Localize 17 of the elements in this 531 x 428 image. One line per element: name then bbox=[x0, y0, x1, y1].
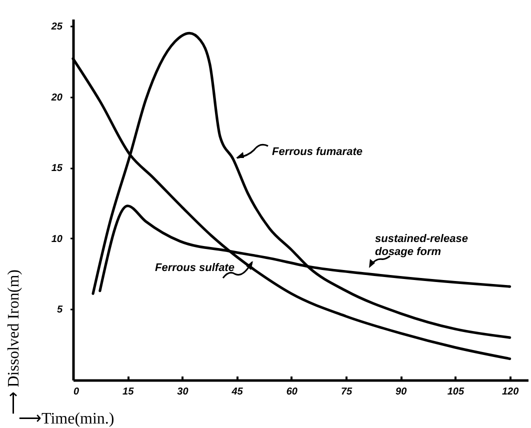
y-tick-label: 10 bbox=[51, 234, 63, 245]
x-tick-label: 0 bbox=[74, 386, 80, 398]
series-label: Ferrous sulfate bbox=[155, 262, 234, 274]
y-tick-label: 15 bbox=[51, 163, 63, 174]
legend-label: Ferrous fumarate bbox=[272, 146, 362, 158]
x-tick-label: 15 bbox=[122, 386, 134, 398]
series-label: sustained-release dosage form bbox=[375, 233, 468, 258]
x-tick-label: 45 bbox=[230, 386, 244, 398]
x-tick-label: 30 bbox=[177, 386, 189, 398]
x-tick-label: 120 bbox=[502, 386, 520, 398]
y-tick-label: 20 bbox=[50, 92, 63, 104]
x-tick-label: 75 bbox=[340, 386, 352, 398]
x-tick-label: 105 bbox=[447, 386, 464, 398]
y-tick-label: 25 bbox=[50, 22, 63, 33]
x-tick-label: 60 bbox=[286, 386, 298, 398]
y-tick-label: 5 bbox=[56, 304, 63, 316]
x-tick-label: 90 bbox=[396, 386, 408, 398]
